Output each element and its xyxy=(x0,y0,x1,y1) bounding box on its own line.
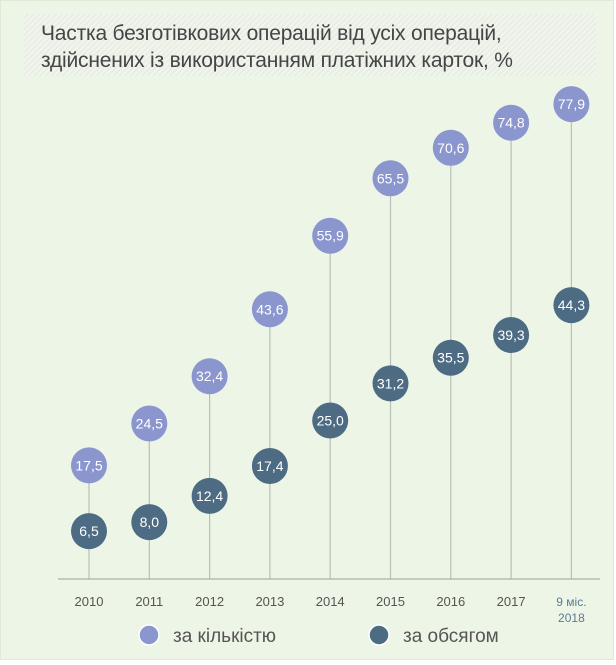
data-label: 12,4 xyxy=(196,488,223,504)
volume-share-point xyxy=(191,477,228,514)
x-tick-label: 2015 xyxy=(376,594,405,609)
x-tick-label: 2012 xyxy=(195,594,224,609)
x-tick-label: 2017 xyxy=(497,594,526,609)
title-background xyxy=(24,14,596,76)
chart-title: Частка безготівкових операцій від усіх о… xyxy=(41,22,513,72)
count-share-point xyxy=(553,86,590,123)
data-label: 8,0 xyxy=(140,514,160,530)
data-label: 77,9 xyxy=(558,96,585,112)
count-share-point xyxy=(71,447,107,484)
data-label: 17,4 xyxy=(256,458,283,474)
count-share-point xyxy=(251,291,288,328)
count-share-point xyxy=(372,160,409,197)
count-share-point xyxy=(493,104,530,141)
legend-label: за обсягом xyxy=(403,626,499,647)
data-label: 44,3 xyxy=(558,297,585,313)
data-label: 24,5 xyxy=(136,415,163,431)
data-label: 25,0 xyxy=(317,413,344,429)
data-label: 55,9 xyxy=(317,228,344,244)
x-tick-label: 2016 xyxy=(436,594,465,609)
volume-share-point xyxy=(251,447,288,484)
volume-share-point xyxy=(71,513,107,550)
volume-share-point xyxy=(372,365,409,402)
legend-label: за кількістю xyxy=(173,626,276,647)
data-label: 39,3 xyxy=(497,327,524,343)
volume-share-point xyxy=(553,287,590,324)
data-label: 74,8 xyxy=(497,115,524,131)
x-tick-label: 2014 xyxy=(316,594,345,609)
count-share-point xyxy=(432,129,469,166)
count-share-point xyxy=(191,358,228,395)
x-tick-label: 2013 xyxy=(255,594,284,609)
data-label: 35,5 xyxy=(437,350,464,366)
volume-share-point xyxy=(493,316,530,353)
data-label: 43,6 xyxy=(256,301,283,317)
x-tick-label: 9 міс. xyxy=(556,595,586,609)
data-label: 32,4 xyxy=(196,368,223,384)
volume-share-point xyxy=(432,339,469,376)
data-label: 17,5 xyxy=(75,457,102,473)
legend-marker xyxy=(368,624,390,646)
data-label: 31,2 xyxy=(377,375,404,391)
data-label: 65,5 xyxy=(377,170,404,186)
data-label: 6,5 xyxy=(79,523,99,539)
legend-marker xyxy=(138,624,160,646)
count-share-point xyxy=(312,217,349,254)
volume-share-point xyxy=(131,504,168,541)
x-tick-label: 2010 xyxy=(75,594,104,609)
count-share-point xyxy=(131,405,168,442)
volume-share-point xyxy=(312,402,349,439)
data-label: 70,6 xyxy=(437,140,464,156)
x-tick-label: 2018 xyxy=(558,611,585,625)
x-tick-label: 2011 xyxy=(135,594,163,609)
